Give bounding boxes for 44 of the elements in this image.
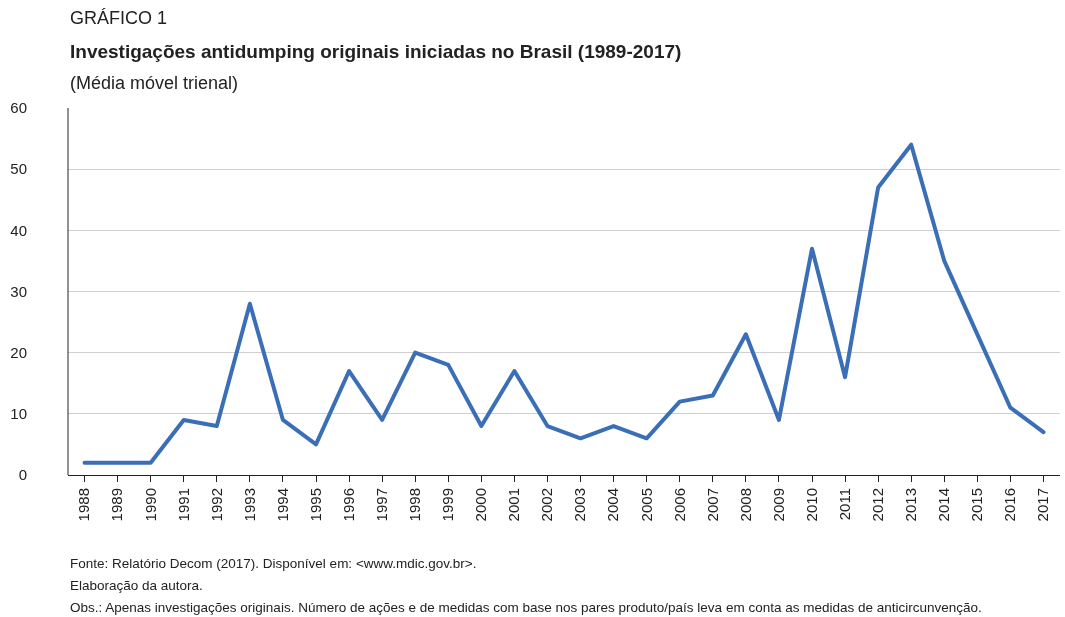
- x-tick-label: 1995: [306, 488, 324, 522]
- text: Obs.: Apenas investigações originais. Número de ações e de medidas com base nos pares produto/país leva em conta as medidas de anticircunvenção.: [70, 600, 982, 615]
- text: GRÁFICO 1: [70, 8, 168, 28]
- x-tick-label: 2010: [802, 488, 820, 522]
- line-series: [82, 142, 1046, 465]
- y-tick-label: 10: [10, 405, 27, 423]
- x-tick-label: 2006: [670, 488, 688, 522]
- x-tick-label: 2013: [902, 488, 920, 522]
- x-tick-label: 1990: [141, 488, 159, 522]
- x-tick-label: 2008: [736, 488, 754, 522]
- chart-title: Investigações antidumping originais iniciadas no Brasil (1989-2017): [70, 41, 682, 62]
- source-note: Fonte: Relatório Decom (2017). Disponível em: <www.mdic.gov.br>.: [70, 556, 477, 571]
- x-tick-label: 2014: [935, 488, 953, 522]
- x-tick-label: 1991: [174, 488, 192, 522]
- x-tick-label: 1989: [108, 488, 126, 522]
- x-tick-label: 2004: [604, 488, 622, 522]
- x-tick-label: 2002: [538, 488, 556, 522]
- x-tick-label: 2015: [968, 488, 986, 522]
- x-tick-label: 2007: [703, 488, 721, 522]
- x-tick-label: 1992: [207, 488, 225, 522]
- y-tick-label: 50: [10, 160, 27, 178]
- x-tick-label: 1996: [339, 488, 357, 522]
- y-tick-label: 60: [10, 99, 27, 117]
- y-tick-label: 0: [18, 466, 27, 484]
- x-tick-label: 1997: [373, 488, 391, 522]
- y-tick-label: 30: [10, 282, 27, 300]
- x-tick-label: 1988: [75, 488, 93, 522]
- x-tick-label: 2001: [505, 488, 523, 522]
- x-tick-label: 2012: [869, 488, 887, 522]
- x-tick-label: 2000: [472, 488, 490, 522]
- x-tick-label: 2005: [637, 488, 655, 522]
- text: Elaboração da autora.: [70, 578, 203, 593]
- chart-subtitle: (Média móvel trienal): [70, 73, 239, 93]
- x-tick-label: 1998: [406, 488, 424, 522]
- x-tick-label: 2011: [835, 488, 853, 521]
- x-tick-label: 1994: [273, 488, 291, 522]
- x-tick-label: 2016: [1001, 488, 1019, 522]
- x-tick-label: 2003: [571, 488, 589, 522]
- x-tick-label: 1999: [439, 488, 457, 522]
- x-tick-label: 1993: [240, 488, 258, 522]
- y-tick-label: 20: [10, 343, 27, 361]
- x-tick-label: 2009: [769, 488, 787, 522]
- x-tick-label: 2017: [1034, 488, 1052, 522]
- y-tick-label: 40: [10, 221, 27, 239]
